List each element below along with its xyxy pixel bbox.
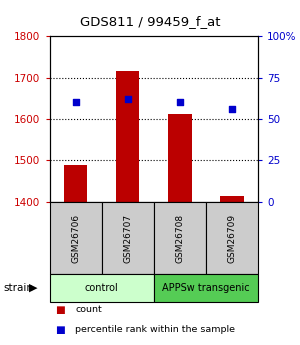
Bar: [168, 114, 191, 202]
Text: ▶: ▶: [29, 283, 37, 293]
Bar: [102, 202, 154, 274]
Bar: [154, 202, 206, 274]
Point: [125, 96, 130, 102]
Text: GSM26707: GSM26707: [123, 214, 132, 263]
Text: ■: ■: [56, 305, 65, 315]
Text: APPSw transgenic: APPSw transgenic: [162, 283, 250, 293]
Text: GSM26709: GSM26709: [227, 214, 236, 263]
Bar: [154, 274, 258, 302]
Text: control: control: [85, 283, 118, 293]
Point: [230, 106, 234, 112]
Text: GDS811 / 99459_f_at: GDS811 / 99459_f_at: [80, 16, 220, 29]
Bar: [50, 274, 154, 302]
Point: [73, 100, 78, 105]
Text: percentile rank within the sample: percentile rank within the sample: [75, 325, 235, 334]
Text: ■: ■: [56, 325, 65, 335]
Bar: [116, 71, 140, 202]
Text: count: count: [75, 305, 102, 314]
Point: [177, 100, 182, 105]
Text: GSM26706: GSM26706: [71, 214, 80, 263]
Text: strain: strain: [3, 283, 33, 293]
Text: GSM26708: GSM26708: [175, 214, 184, 263]
Bar: [64, 165, 87, 202]
Bar: [206, 202, 258, 274]
Bar: [50, 202, 102, 274]
Bar: [220, 196, 244, 202]
